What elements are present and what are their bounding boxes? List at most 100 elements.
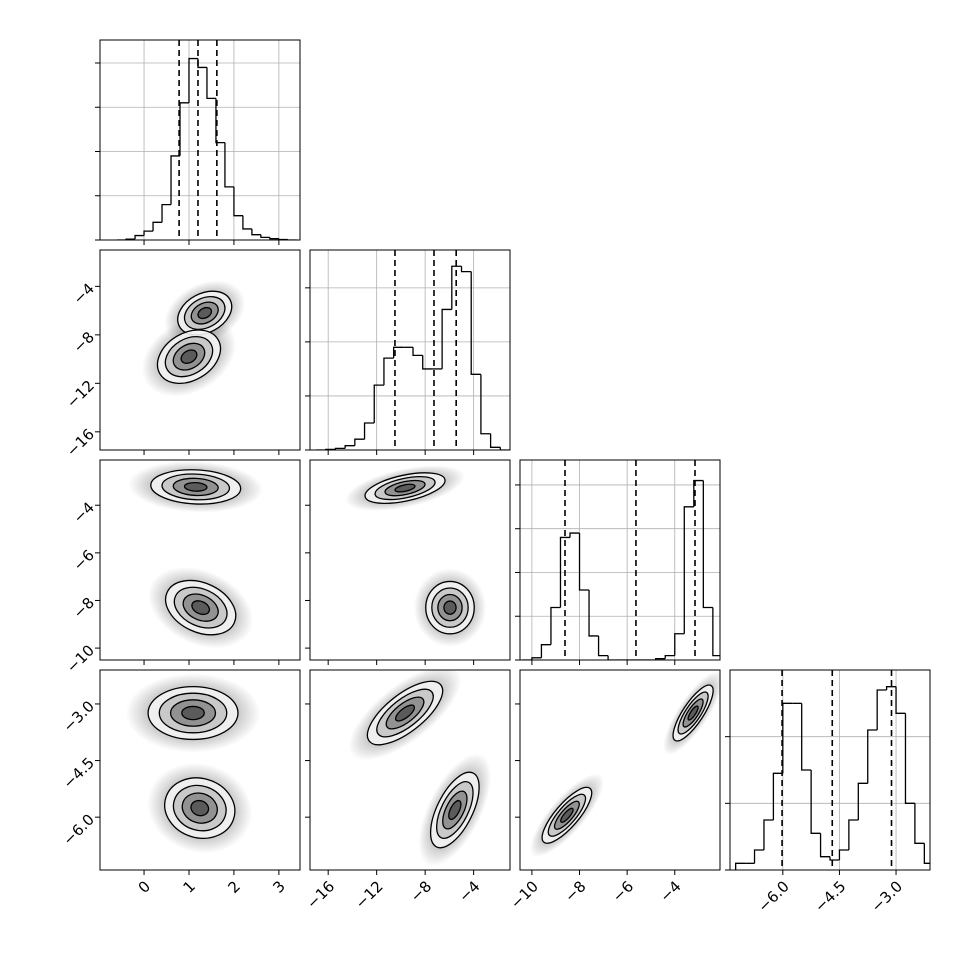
contour: [443, 600, 457, 615]
hist-step: [578, 533, 590, 591]
x-tick-label: 2: [224, 877, 243, 896]
hist-step: [829, 856, 840, 861]
hist-step: [233, 186, 243, 217]
hist-step: [559, 536, 570, 608]
hist-step: [470, 271, 481, 375]
x-tick-label: −8: [407, 877, 435, 905]
hist-step: [810, 770, 821, 834]
hist-step: [801, 703, 812, 771]
x-tick-label: 3: [269, 877, 288, 896]
hist-step: [143, 230, 154, 236]
x-tick-label: −6.0: [754, 877, 792, 915]
hist-step: [683, 506, 694, 634]
hist-step: [735, 862, 746, 870]
hist-step: [664, 654, 675, 659]
hist-step: [782, 702, 793, 774]
hist-step: [895, 686, 906, 714]
hist-step: [876, 689, 887, 730]
panel: [520, 460, 720, 660]
y-tick-label: −4.5: [60, 754, 98, 792]
hist-step: [914, 803, 925, 844]
hist-step: [597, 635, 609, 657]
y-tick-label: −12: [63, 377, 98, 412]
panel: [125, 673, 261, 854]
contour: [560, 807, 574, 823]
hist-step: [373, 384, 384, 423]
panel: [348, 670, 492, 867]
hist-step: [354, 438, 365, 446]
hist-step: [179, 102, 189, 156]
panel-frame: [99, 669, 301, 871]
hist-step: [857, 782, 868, 820]
panel: [310, 250, 510, 450]
hist-step: [819, 833, 830, 858]
hist-step: [569, 532, 580, 538]
x-tick-label: −6: [609, 877, 637, 905]
hist-step: [904, 713, 915, 804]
y-tick-label: −6.0: [60, 810, 98, 848]
x-tick-label: −12: [352, 877, 387, 912]
hist-step: [480, 374, 491, 435]
hist-step: [260, 234, 270, 238]
panel-frame: [99, 249, 301, 451]
x-tick-label: 1: [180, 877, 199, 896]
y-tick-label: −16: [63, 425, 98, 460]
contour: [394, 704, 416, 722]
panel-frame: [729, 669, 931, 871]
hist-step: [867, 729, 878, 784]
hist-step: [838, 849, 849, 860]
x-tick-label: −4.5: [811, 877, 849, 915]
contour: [183, 481, 208, 492]
hist-step: [152, 221, 163, 232]
hist-step: [363, 422, 375, 440]
contour: [191, 600, 211, 616]
hist-step: [763, 819, 774, 850]
hist-step: [702, 480, 713, 609]
hist-step: [588, 589, 599, 637]
hist-step: [441, 308, 452, 369]
hist-step: [344, 445, 355, 449]
hist-step: [392, 346, 404, 359]
x-tick-label: −4: [455, 877, 483, 905]
hist-step: [499, 447, 510, 450]
y-tick-label: −6: [70, 546, 98, 574]
hist-step: [422, 355, 433, 370]
panel-frame: [99, 39, 301, 241]
panel-frame: [309, 669, 511, 871]
hist-step: [170, 155, 180, 205]
contour: [190, 799, 210, 817]
hist-step: [134, 234, 145, 240]
hist-step: [540, 644, 551, 658]
hist-step: [489, 433, 501, 448]
panel: [730, 670, 930, 870]
hist-step: [607, 655, 618, 660]
hist-step: [460, 266, 472, 273]
panel-frame: [309, 249, 511, 451]
panel: [100, 40, 300, 240]
x-tick-label: −10: [507, 877, 542, 912]
hist-step: [674, 633, 685, 656]
hist-step: [772, 772, 783, 820]
contour: [448, 799, 462, 821]
panel: [345, 465, 487, 647]
y-tick-label: −4: [70, 499, 98, 527]
hist-step: [848, 819, 859, 850]
contour: [687, 705, 699, 721]
hist-step: [451, 265, 462, 310]
hist-step: [251, 228, 261, 236]
panel-frame: [99, 459, 301, 661]
hist-step: [161, 203, 172, 223]
panel: [141, 280, 246, 397]
hist-step: [242, 215, 252, 230]
contour: [394, 483, 416, 493]
hist-step: [224, 142, 234, 188]
x-tick-label: −8: [561, 877, 589, 905]
hist-step: [923, 843, 930, 864]
hist-step: [188, 57, 198, 103]
hist-step: [885, 686, 897, 690]
panel-frame: [519, 459, 721, 661]
y-tick-label: −8: [70, 594, 98, 622]
y-tick-label: −3.0: [60, 697, 98, 735]
contour: [181, 705, 205, 721]
